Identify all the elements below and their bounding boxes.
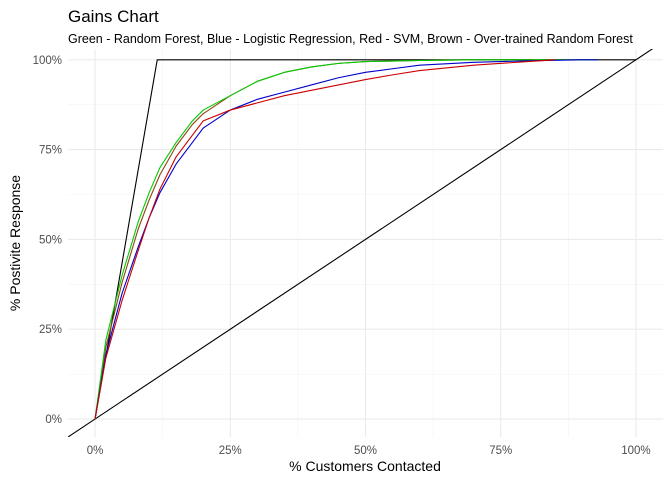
y-tick-label: 0% xyxy=(45,414,62,426)
chart-title: Gains Chart xyxy=(68,7,159,26)
x-tick-label: 0% xyxy=(87,445,104,457)
y-tick-labels: 0% 25% 50% 75% 100% xyxy=(33,55,62,426)
y-tick-label: 100% xyxy=(33,55,62,67)
x-tick-label: 25% xyxy=(219,445,242,457)
x-axis-title: % Customers Contacted xyxy=(289,458,441,474)
x-tick-label: 100% xyxy=(621,445,650,457)
series-line-4 xyxy=(94,59,599,420)
x-tick-labels: 0% 25% 50% 75% 100% xyxy=(87,445,651,457)
y-tick-label: 25% xyxy=(39,324,62,336)
chart-subtitle: Green - Random Forest, Blue - Logistic R… xyxy=(68,32,633,46)
grid xyxy=(68,49,663,437)
series-line-3 xyxy=(94,59,599,420)
series-group xyxy=(68,49,654,437)
series-line-5 xyxy=(94,59,555,420)
x-tick-label: 50% xyxy=(354,445,377,457)
series-line-1 xyxy=(68,49,654,437)
y-tick-label: 75% xyxy=(39,145,62,157)
y-tick-label: 50% xyxy=(39,234,62,246)
y-axis-title: % Postivite Response xyxy=(7,175,23,311)
x-tick-label: 75% xyxy=(489,445,512,457)
